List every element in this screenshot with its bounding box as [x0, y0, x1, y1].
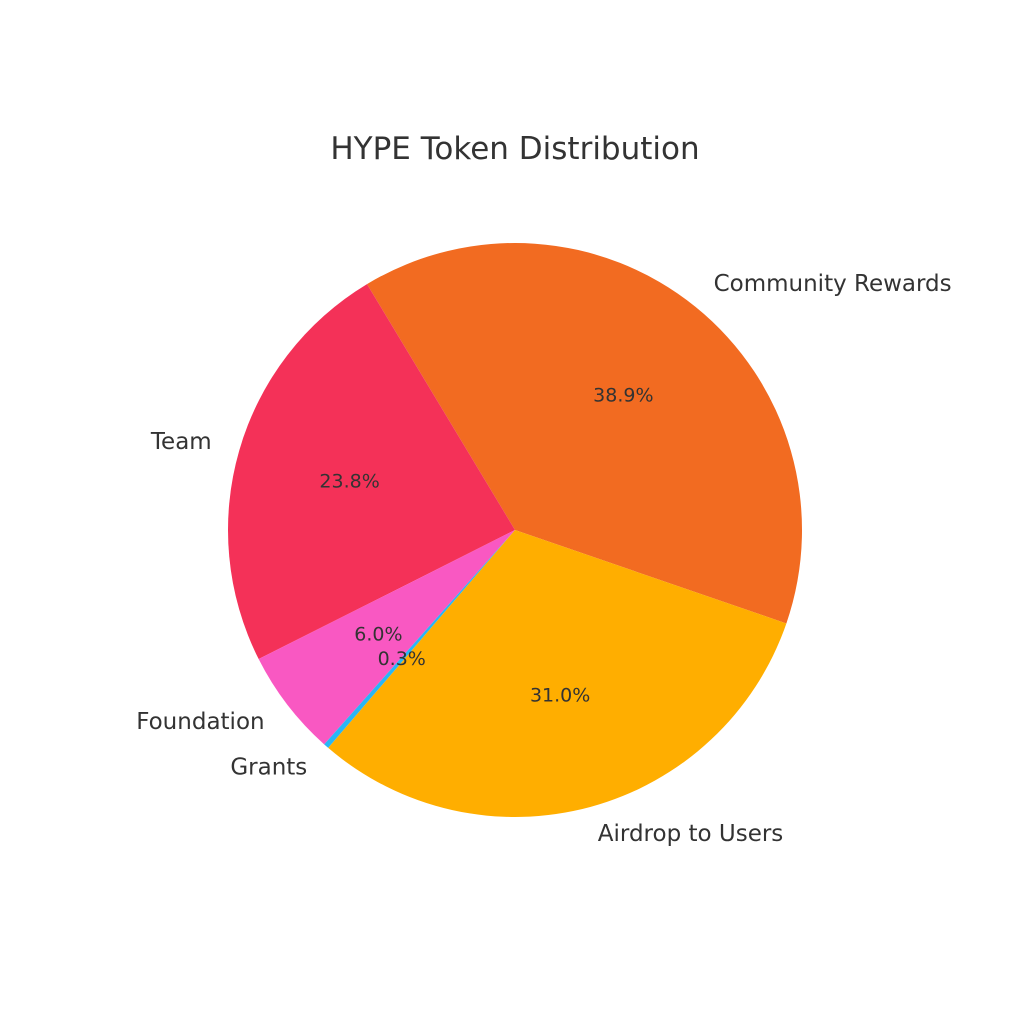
slice-label-foundation: Foundation — [136, 709, 264, 735]
slice-foundation — [258, 530, 515, 745]
slice-label-community-rewards: Community Rewards — [714, 271, 952, 297]
slice-label-team: Team — [150, 429, 212, 455]
slice-pct-grants: 0.3% — [378, 648, 426, 670]
slice-label-grants: Grants — [230, 754, 307, 780]
slice-pct-airdrop-to-users: 31.0% — [530, 685, 590, 707]
slice-pct-team: 23.8% — [319, 471, 379, 493]
slice-pct-foundation: 6.0% — [354, 623, 402, 645]
slice-label-airdrop-to-users: Airdrop to Users — [598, 821, 784, 847]
slice-pct-community-rewards: 38.9% — [593, 385, 653, 407]
chart-title: HYPE Token Distribution — [330, 131, 699, 167]
slice-team — [227, 284, 516, 660]
pie-slices — [227, 243, 802, 817]
pie-labels: Community Rewards 38.9% Team 23.8% Foundatio… — [136, 271, 951, 847]
slice-grants — [324, 530, 515, 748]
slice-community-rewards — [367, 243, 802, 624]
slice-airdrop-to-users — [328, 530, 787, 817]
